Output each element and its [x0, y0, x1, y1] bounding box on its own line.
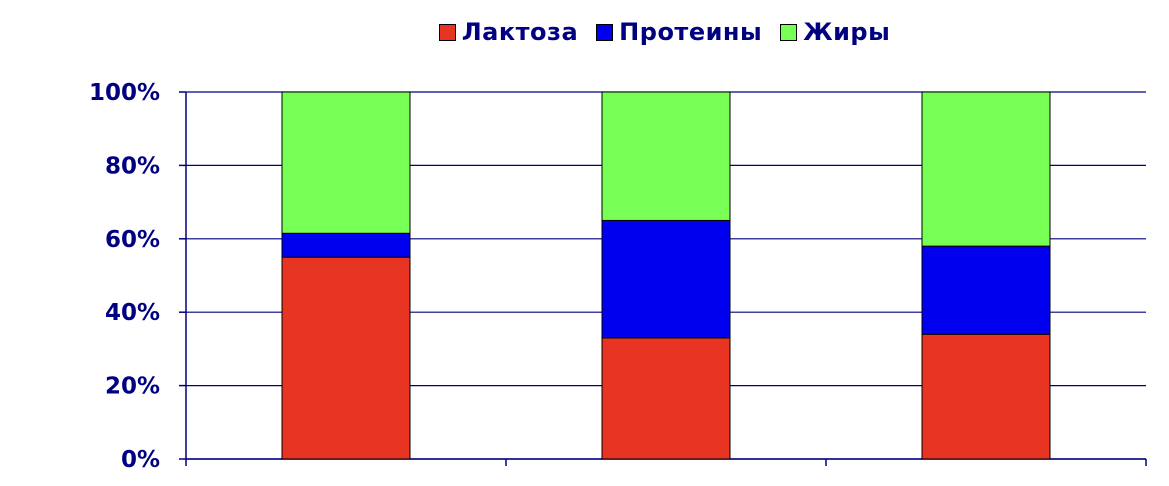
y-tick-label: 0% [121, 447, 160, 473]
bar-segment-proteins [281, 232, 411, 258]
y-tick-label: 20% [105, 374, 160, 400]
bar-segment-fats [601, 91, 731, 221]
legend: Лактоза Протеины Жиры [0, 18, 1169, 46]
legend-item-lactose: Лактоза [438, 18, 579, 46]
y-tick-label: 80% [105, 153, 160, 179]
bar-segment-fats [921, 91, 1051, 247]
legend-item-fats: Жиры [780, 18, 890, 46]
legend-swatch-lactose [438, 23, 456, 41]
legend-item-proteins: Протеины [596, 18, 762, 46]
bar-segment-lactose [921, 333, 1051, 460]
bar-segment-proteins [601, 219, 731, 339]
legend-swatch-proteins [596, 23, 614, 41]
bar-segment-proteins [921, 245, 1051, 335]
y-tick-label: 60% [105, 227, 160, 253]
bar-segment-fats [281, 91, 411, 234]
y-tick-label: 40% [105, 300, 160, 326]
bar-segment-lactose [281, 256, 411, 460]
y-tick-label: 100% [89, 80, 160, 106]
legend-label-proteins: Протеины [619, 18, 763, 46]
legend-label-lactose: Лактоза [461, 18, 579, 46]
bar-segment-lactose [601, 337, 731, 460]
legend-swatch-fats [780, 23, 798, 41]
legend-label-fats: Жиры [803, 18, 891, 46]
